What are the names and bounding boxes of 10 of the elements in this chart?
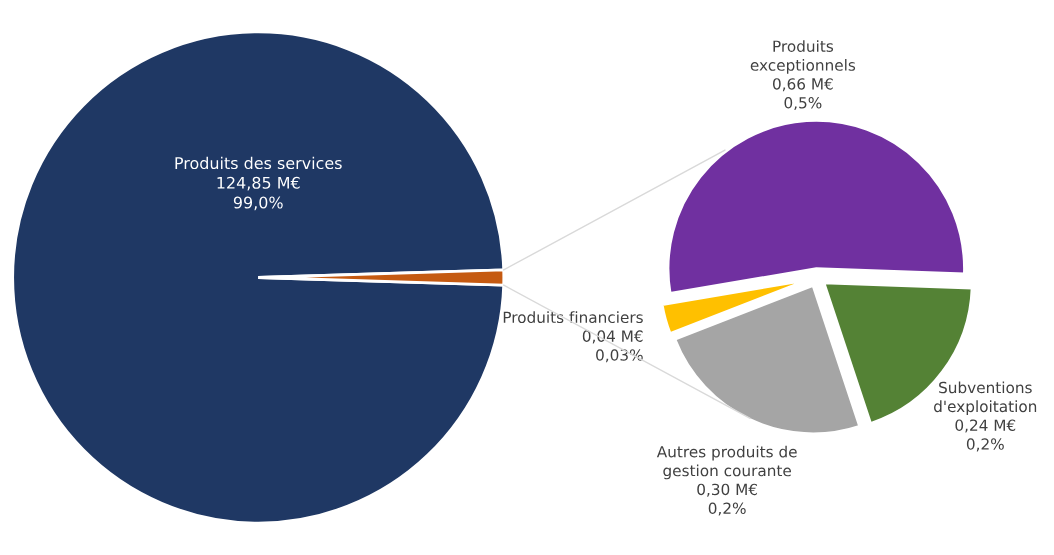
data-label: 0,66 M€ 0,5% xyxy=(773,78,833,111)
slice-label: Autres produits de gestion courante xyxy=(656,445,797,480)
slice-label: Produits des services xyxy=(175,156,342,170)
data-label: 0,30 M€ 0,2% xyxy=(697,483,758,516)
data-label: 124,85 M€ 99,0% xyxy=(217,176,300,211)
data-label: 0,24 M€ 0,2% xyxy=(955,419,1016,452)
slice-label: Produits financiers xyxy=(503,311,643,324)
data-label: 0,04 M€ 0,03% xyxy=(582,330,643,363)
slice-label: Subventions d'exploitation xyxy=(934,381,1037,416)
slice-label: Produits exceptionnels xyxy=(750,40,856,74)
